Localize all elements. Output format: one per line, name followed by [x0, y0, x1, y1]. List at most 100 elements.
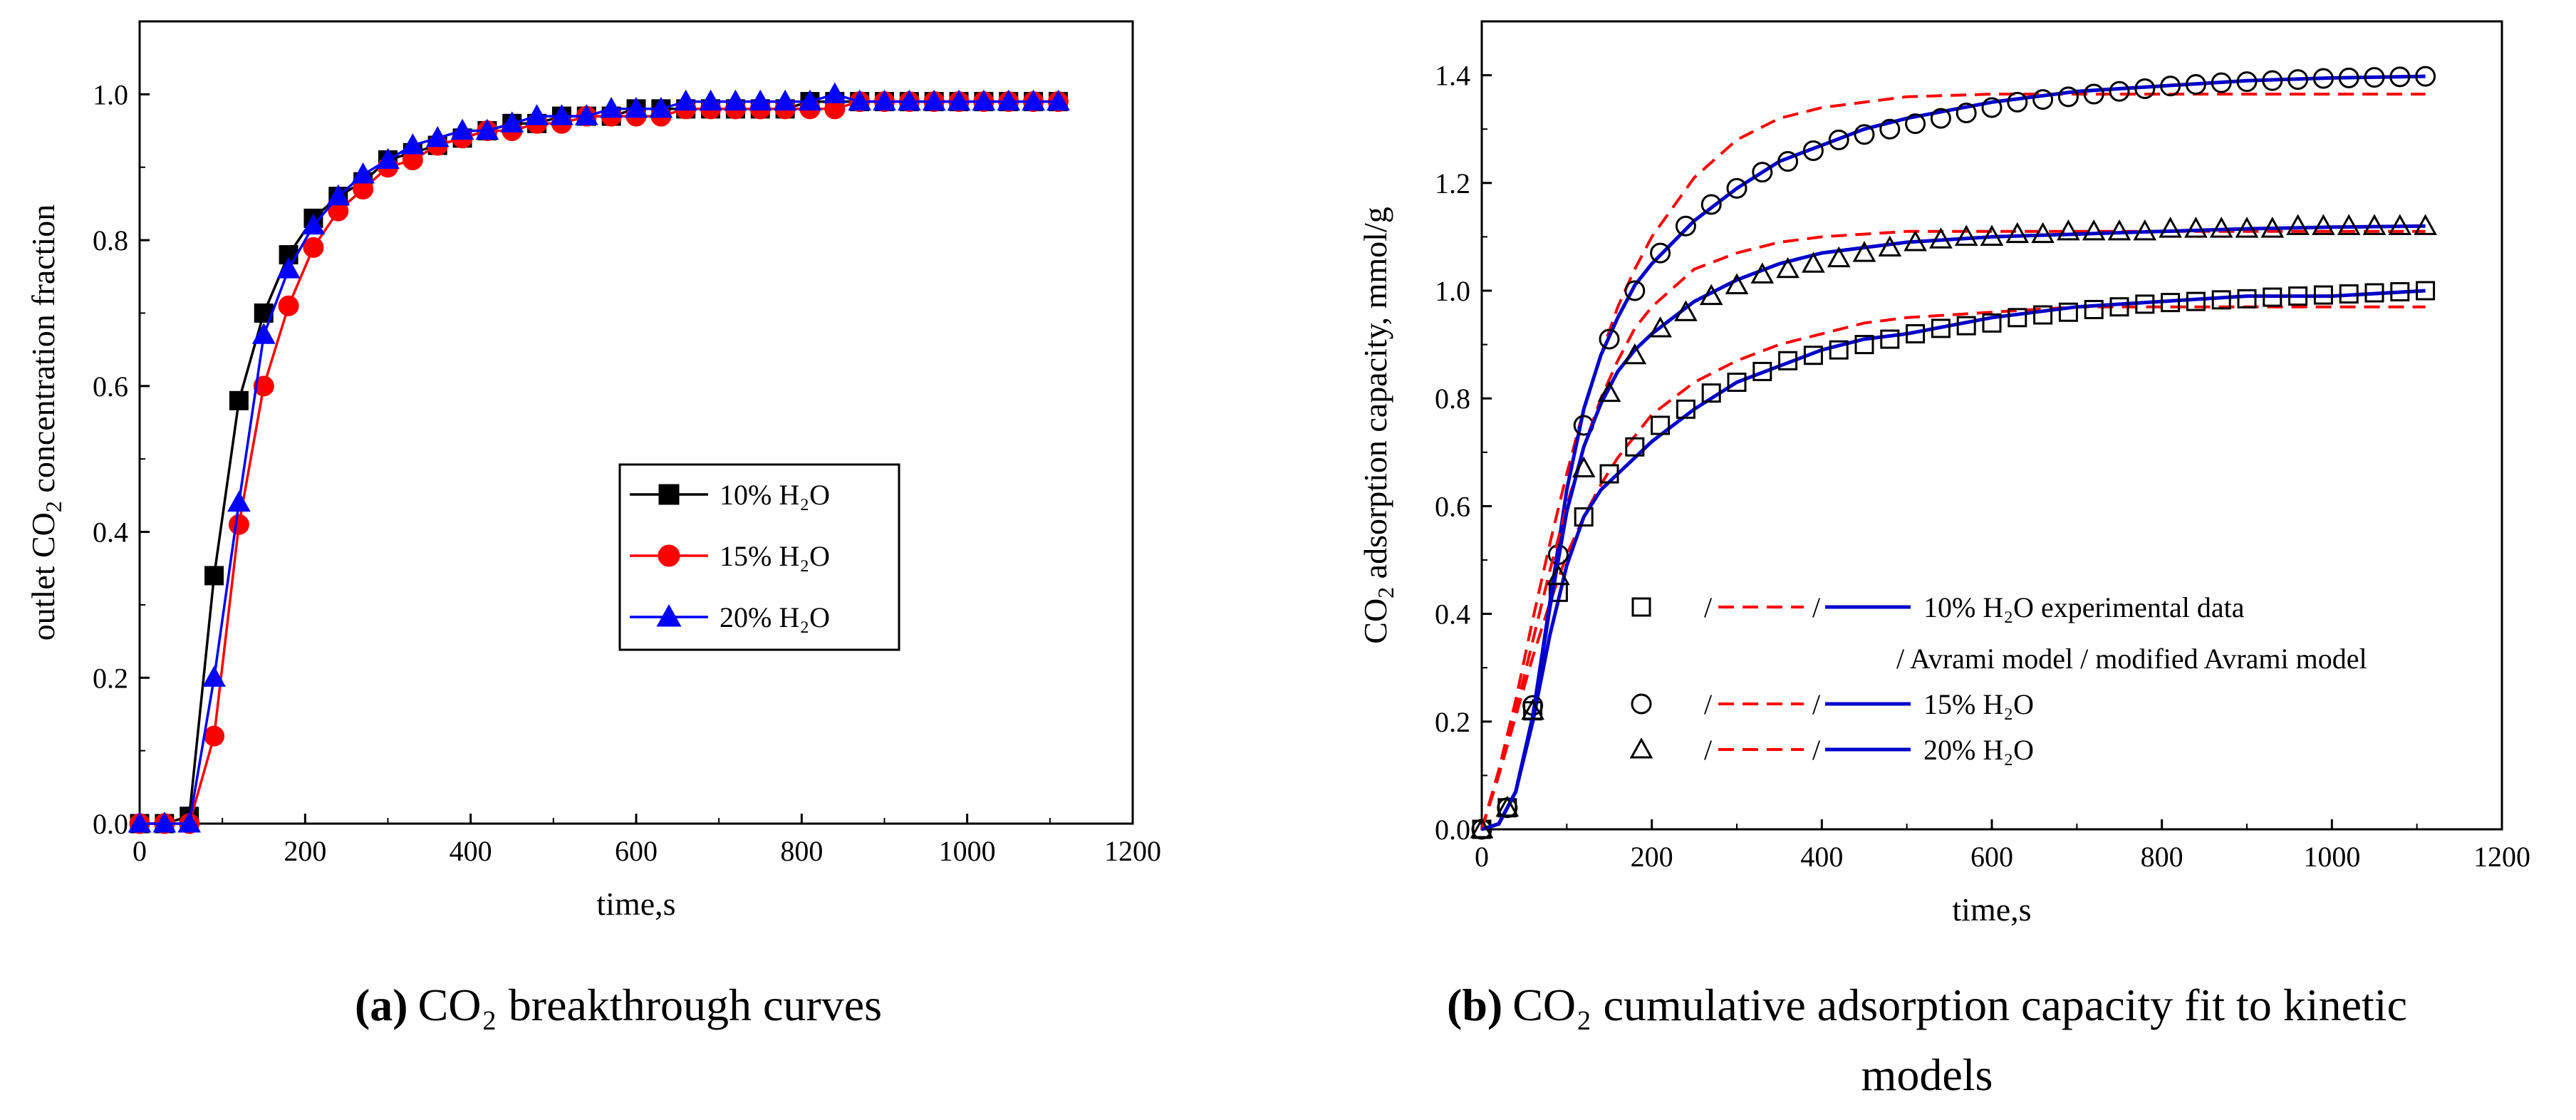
panel-b-series-1-avrami-line [1480, 305, 2426, 830]
panel-b-y-tick-label: 0.6 [1435, 490, 1470, 522]
panel-b-series-2-point [1777, 151, 1799, 172]
panel-b-legend-slash: / [1704, 591, 1713, 623]
panel-a-series-2-point [303, 237, 324, 258]
panel-a-y-tick-label: 0.2 [93, 662, 128, 694]
panel-b-series-2-point [2262, 70, 2283, 91]
panel-b-series-3-point [1470, 817, 1494, 839]
panel-a-series-3-point [773, 89, 797, 111]
panel-b-series-3-point [1904, 230, 1927, 252]
panel-b-xlabel: time,s [1952, 891, 2031, 928]
panel-b-y-tick-label: 0.8 [1435, 383, 1470, 415]
panel-b-series-2-point [2312, 68, 2334, 89]
panel-a-legend-marker [658, 544, 680, 567]
panel-b-series-3-point [2337, 214, 2361, 235]
panel-a-series-3-point [152, 812, 177, 833]
panel-b-series-3-point [2388, 214, 2412, 235]
panel-b-series-1-point [2237, 289, 2257, 308]
panel-b-series-2-point [2389, 66, 2411, 88]
panel-a-series-1-line [140, 100, 1059, 825]
panel-b-series-1-point [2109, 297, 2129, 317]
panel-b-series-1-point [2313, 285, 2333, 305]
panel-b-series-3-point [1521, 698, 1544, 720]
panel-a-series-3-point [724, 89, 747, 111]
panel-b-series-1-point [1906, 323, 1926, 343]
panel-b-series-3-point [1776, 256, 1799, 279]
panel-b-series-1-point [2364, 283, 2384, 303]
panel-a-xlabel: time,s [596, 886, 675, 922]
panel-b-x-tick-label: 1000 [2303, 841, 2360, 873]
panel-b-series-1-point [2263, 287, 2282, 307]
panel-b-caption-line1: (b) CO₂ cumulative adsorption capacity fi… [1447, 980, 2407, 1030]
panel-b-series-3-point [1980, 224, 2004, 246]
panel-a-series-3-point [898, 89, 921, 111]
panel-b-series-1-point [1599, 464, 1619, 484]
panel-a-x-tick-label: 1000 [939, 835, 996, 867]
panel-b-series-3-point [1827, 246, 1851, 268]
panel-b-series-1-point [1956, 316, 1976, 336]
panel-b-series-2-point [2057, 86, 2079, 108]
panel-b-series-3-point [1750, 262, 1775, 284]
panel-a-series-1-point [204, 566, 224, 586]
panel-b-series-2-point [2185, 73, 2206, 95]
panel-b-series-3-point [1725, 273, 1749, 294]
panel-a-series-3-point [301, 213, 326, 235]
panel-b-series-3-point [2057, 219, 2080, 241]
panel-a-series-3-point [873, 89, 896, 111]
panel-a-series-3-point [450, 118, 474, 140]
panel-b-y-tick-label: 0.0 [1435, 814, 1470, 846]
panel-b-series-1-point [1854, 335, 1874, 355]
panel-a-x-tick-label: 800 [780, 835, 823, 867]
panel-a-series-3-point [550, 104, 573, 125]
panel-b-series-3-point [1623, 343, 1647, 365]
panel-b-series-3-point [2159, 217, 2182, 238]
panel-b-y-tick-label: 0.2 [1435, 706, 1470, 738]
panel-b-legend: / / / / / / 10% H₂O experimental data / Avrami … [1629, 591, 2367, 766]
panel-a-series-3-point [1046, 89, 1070, 111]
panel-b-series-3-point [1878, 235, 1902, 257]
panel-b-series-1-point [2416, 281, 2436, 301]
panel-b-series-2-avrami-line [1480, 93, 2426, 830]
panel-a-series-3-point [997, 89, 1021, 111]
panel-b-series-2-point [1726, 177, 1747, 199]
panel-b-series-1-point [1625, 437, 1645, 457]
panel-b-x-tick-label: 800 [2141, 841, 2183, 873]
panel-b-series-2-point [1624, 280, 1646, 301]
panel-b-legend-marker [1631, 693, 1652, 715]
panel-b-series-3-point [1852, 241, 1876, 262]
panel-a-x-tick-label: 1200 [1104, 835, 1161, 867]
panel-b-series-3-point [2286, 214, 2310, 235]
panel-b-series-2-point [1981, 97, 2003, 118]
panel-b-series-3-point [2184, 217, 2208, 238]
panel-b-y-tick-label: 1.4 [1435, 60, 1470, 92]
panel-b-series-1-point [2084, 299, 2104, 319]
panel-b-series-2-point [2134, 78, 2156, 99]
panel-a-legend-marker [658, 484, 680, 505]
panel-a-x-tick-label: 0 [133, 835, 147, 867]
panel-a-series-3-point [227, 490, 251, 512]
panel-a-y-tick-label: 0.8 [93, 224, 128, 256]
panel-b-legend-slash: / [1704, 734, 1713, 766]
panel-b-series-2-point [2287, 69, 2309, 90]
panel-a-series-3-point [326, 184, 350, 206]
panel-a-series-2-point [253, 375, 274, 397]
panel-b-series-2-point [1905, 113, 1926, 135]
panel-b-legend-label: 10% H₂O experimental data [1923, 591, 2245, 623]
panel-b-legend-slash: / [1812, 688, 1821, 720]
panel-b-series-3-point [2107, 219, 2131, 241]
panel-b-caption-line2: models [1861, 1049, 1993, 1100]
panel-a-x-tick-label: 400 [450, 835, 492, 867]
panel-b-legend-label: 15% H₂O [1923, 688, 2034, 720]
panel-b-series-3-point [1674, 300, 1698, 321]
panel-a-series-3-point [376, 147, 400, 170]
panel-a-ylabel-post: concentration fraction [25, 204, 61, 501]
panel-b-series-3-point [1929, 227, 1953, 249]
panel-b-legend-label: / Avrami model / modified Avrami model [1896, 643, 2367, 675]
panel-a-series-3-point [202, 665, 226, 687]
panel-b-series-3-point [1648, 316, 1672, 338]
panel-b-series-2-point [1752, 162, 1773, 183]
panel-b-series-1-point [2390, 282, 2410, 302]
panel-a-series-3-point [574, 104, 598, 125]
panel-b-series-3-point [1597, 380, 1621, 403]
panel-a-series-2-point [228, 514, 249, 535]
